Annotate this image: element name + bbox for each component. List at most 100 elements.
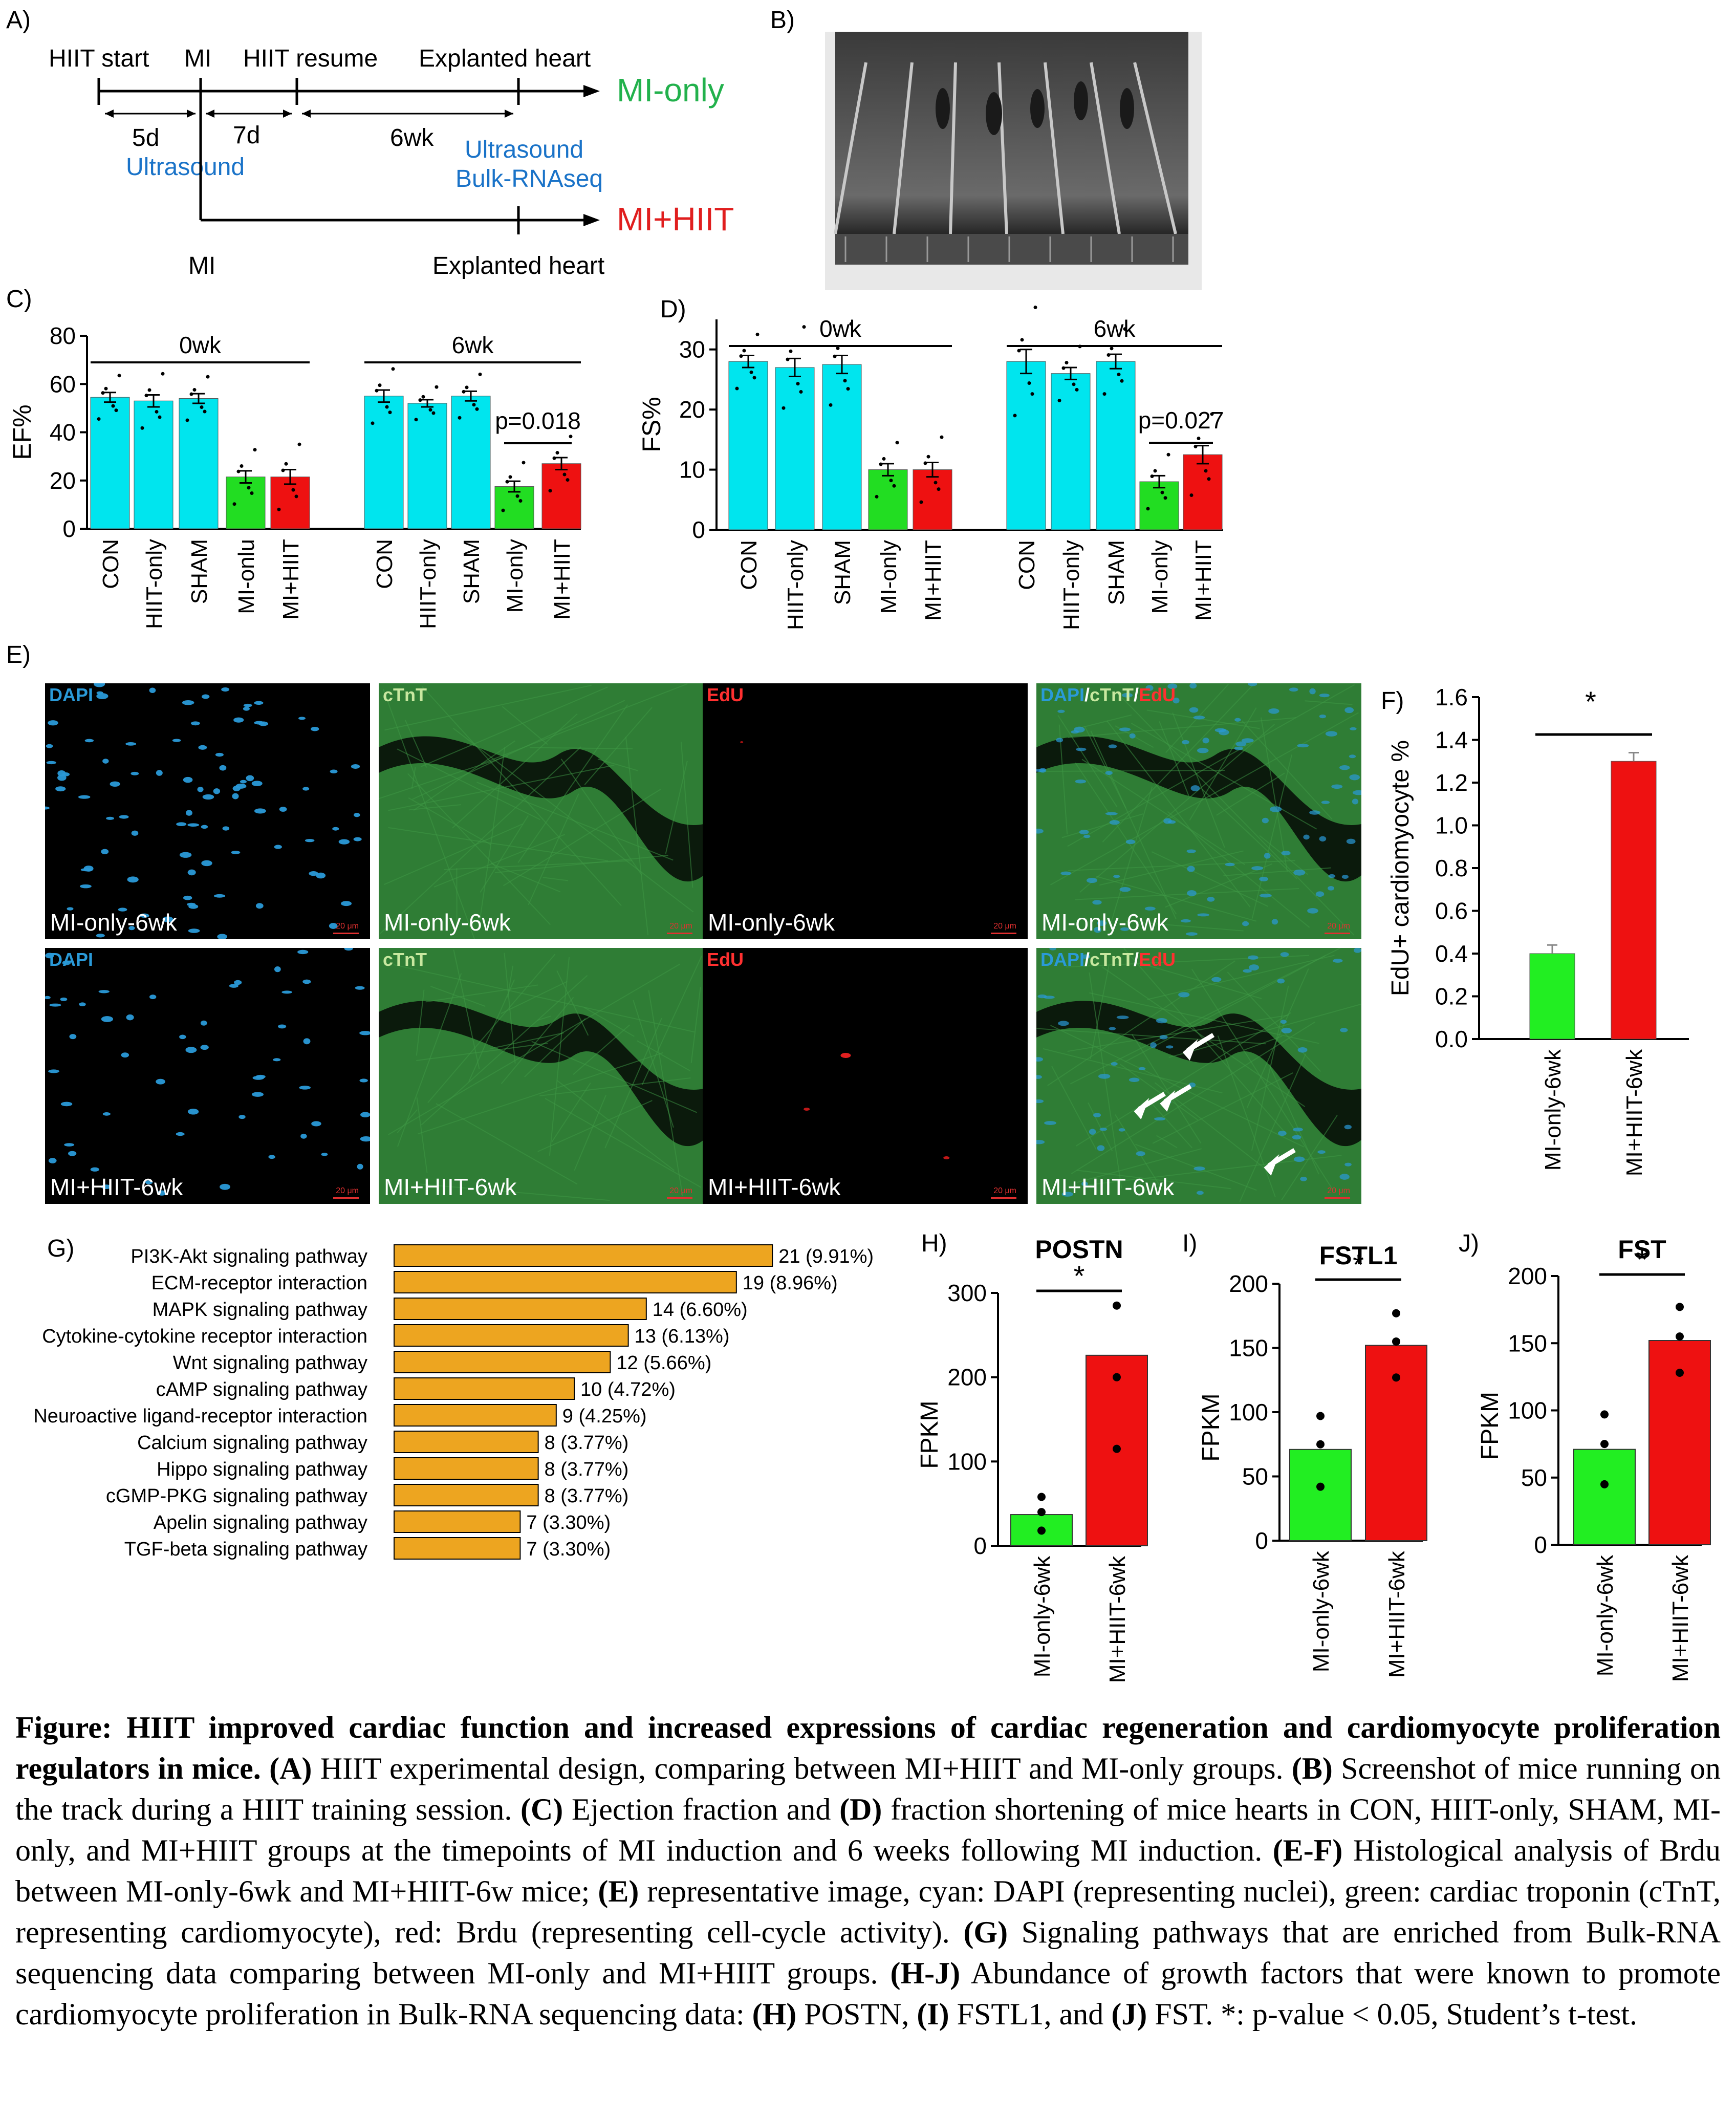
x-tick-label: MI+HIIT-6wk (1384, 1550, 1409, 1678)
caption-ref-i: (I) (917, 1997, 949, 2031)
x-tick-label: SHAM (459, 539, 484, 604)
data-point (1676, 1369, 1684, 1377)
data-point (566, 478, 570, 482)
data-point (1120, 379, 1124, 383)
group-label: MI-only-6wk (708, 909, 835, 936)
data-point (378, 383, 382, 387)
chart-ef: 0 20 40 60 80 EF% CON HIIT-only SHAM MI-onlu MI+HI… (8, 322, 581, 629)
data-point (462, 390, 466, 394)
panel-letter-d: D) (660, 296, 686, 323)
data-point (1033, 306, 1037, 310)
chart-title: FST (1618, 1235, 1666, 1264)
bar (541, 463, 581, 529)
channel-label: EdU (707, 684, 744, 705)
panel-letter-g: G) (47, 1235, 74, 1262)
label-hiit-start: HIIT start (49, 45, 149, 72)
x-tick-label: HIIT-only (783, 540, 808, 630)
micrograph-ctnt: cTnT MI-only-6wk 20 μm (379, 683, 704, 939)
data-point (385, 405, 389, 409)
treadmill-photo (825, 32, 1202, 290)
label-5d: 5d (132, 124, 159, 152)
bar (1051, 373, 1091, 530)
data-point (849, 322, 853, 326)
data-point (1163, 496, 1167, 500)
scale-bar (333, 1197, 359, 1199)
caption-ref-h: (H) (752, 1997, 797, 2031)
bar (494, 486, 534, 529)
chart-postn: POSTN 0 100 200 300 FPKM MI-only-6wk MI+HIIT-6w… (916, 1235, 1148, 1683)
data-point (1392, 1373, 1400, 1382)
bar (1573, 1449, 1636, 1545)
figure-caption: Figure: HIIT improved cardiac function a… (15, 1707, 1721, 2035)
data-point (203, 409, 207, 414)
chart-fst: FST 0 50 100 150 200 FPKM MI-only-6wk MI+HIIT-6w… (1477, 1235, 1711, 1682)
caption-ref-b: (B) (1291, 1752, 1333, 1785)
y-tick-label: 40 (50, 419, 76, 446)
data-point (923, 461, 927, 465)
data-point (786, 357, 790, 361)
panel-letter-i: I) (1182, 1230, 1197, 1257)
data-point (140, 426, 144, 430)
sig-star: * (1585, 685, 1596, 718)
data-point (739, 354, 743, 358)
label-ultrasound-2: Ultrasound (465, 136, 583, 163)
group-label: 0wk (819, 315, 862, 342)
caption-text-c: Ejection fraction and (563, 1792, 840, 1826)
caption-text-ef: Histological analysis of Brdu between MI… (15, 1833, 1721, 1908)
scale-bar-label: 20 μm (336, 922, 359, 931)
pathway-bar (394, 1484, 539, 1506)
pathway-value: 13 (6.13%) (635, 1326, 730, 1347)
data-point (1110, 347, 1114, 351)
data-point (161, 372, 165, 376)
data-point (1204, 469, 1208, 473)
data-point (1160, 490, 1164, 494)
data-point (1075, 387, 1079, 392)
bar (1529, 953, 1575, 1040)
panel-letter-j: J) (1459, 1230, 1479, 1257)
group-label: 6wk (452, 332, 494, 358)
data-point (934, 481, 938, 485)
data-point (240, 464, 244, 468)
data-point (431, 411, 436, 415)
pathway-value: 12 (5.66%) (616, 1352, 711, 1374)
chart-fs: 0 10 20 30 FS% CON HIIT-only SHAM MI-only MI+HIIT… (637, 306, 1224, 630)
micrograph-dapi: DAPI MI-only-6wk 20 μm (45, 683, 370, 939)
data-point (247, 486, 251, 490)
bar (775, 367, 815, 530)
x-tick-label: MI-only-6wk (1030, 1556, 1055, 1677)
pathway-bar (394, 1324, 629, 1347)
bar (226, 477, 266, 529)
caption-ref-c: (C) (520, 1792, 563, 1826)
bar (868, 469, 908, 530)
caption-text-hj: Abundance of growth factors that were kn… (15, 1956, 1721, 2031)
scale-bar-label: 20 μm (669, 1186, 692, 1195)
y-tick-label: 1.0 (1435, 812, 1468, 839)
bar (1289, 1449, 1352, 1542)
data-point (802, 325, 806, 329)
data-point (895, 441, 899, 445)
data-point (1676, 1303, 1684, 1311)
data-point (1113, 1373, 1121, 1381)
scale-bar (991, 1197, 1016, 1199)
data-point (284, 462, 288, 466)
data-point (294, 494, 298, 499)
label-mi-hiit: MI+HIIT (617, 201, 734, 237)
channel-label: DAPI/cTnT/EdU (1040, 684, 1176, 705)
data-point (833, 354, 837, 358)
data-point (1146, 507, 1150, 511)
y-tick-label: 150 (1508, 1330, 1547, 1356)
data-point (1316, 1412, 1325, 1420)
chart-fstl1: FSTL1 0 50 100 150 200 FPKM MI-only-6wk MI+HIIT-… (1198, 1241, 1427, 1678)
y-tick-label: 10 (679, 457, 705, 483)
y-tick-label: 0.4 (1435, 940, 1468, 967)
data-point (111, 404, 115, 408)
data-point (796, 382, 800, 386)
x-tick-label: MI+HIIT (921, 540, 946, 621)
data-point (1600, 1410, 1609, 1419)
chart-edu: 0.0 0.2 0.4 0.6 0.8 1.0 1.2 1.4 1.6 EdU+ cardiomy… (1387, 684, 1689, 1176)
chart-pathways: PI3K-Akt signaling pathway 21 (9.91%) ECM-… (33, 1244, 874, 1560)
group-label: MI-only-6wk (384, 909, 511, 936)
x-tick-label: MI-onlu (234, 539, 259, 614)
x-tick-label: SHAM (830, 540, 855, 605)
pathway-value: 8 (3.77%) (545, 1432, 629, 1454)
